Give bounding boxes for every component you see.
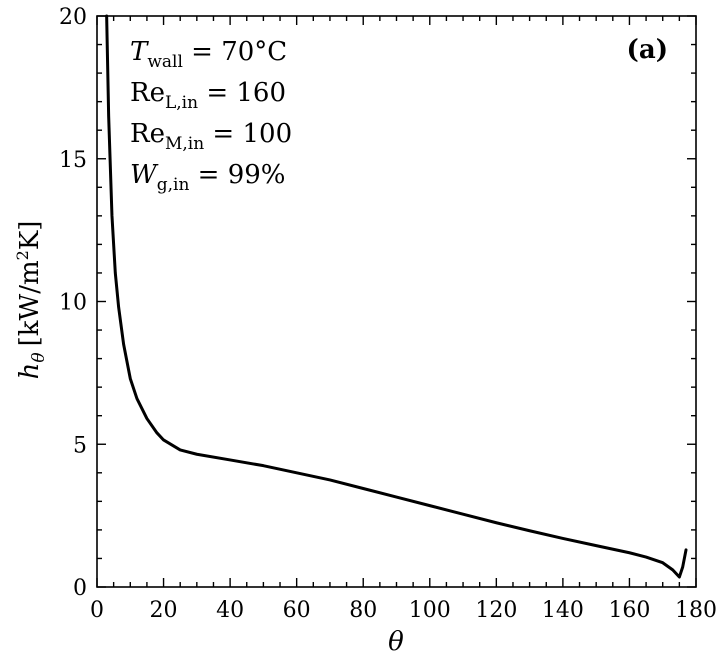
x-tick-label: 120 [475,598,517,623]
annotation-value: = 100 [204,119,292,149]
y-tick-label: 15 [59,148,87,173]
annotation-line: ReL,in = 160 [130,78,286,113]
y-axis-label: hθ [kW/m2K] [13,221,49,380]
annotation-value: = 70°C [183,37,287,67]
annotation-line: Twall = 70°C [130,37,287,72]
x-tick-label: 40 [216,598,244,623]
x-tick-label: 60 [283,598,311,623]
annotation-symbol: Re [130,119,165,149]
plot-frame [96,15,697,588]
series-layer [105,14,688,579]
annotation-subscript: wall [147,52,183,72]
y-tick-label: 10 [59,291,87,316]
y-tick-label: 0 [73,576,87,601]
y-tick-label: 20 [59,5,87,30]
x-tick-label: 80 [349,598,377,623]
y-axis-symbol: h [15,363,45,380]
annotation-value: = 160 [198,78,286,108]
panel-label: (a) [627,35,668,65]
x-tick-label: 100 [409,598,451,623]
x-tick-label: 160 [608,598,650,623]
y-axis-subscript: θ [29,352,49,362]
y-tick-label: 5 [73,433,87,458]
x-tick-label: 20 [150,598,178,623]
axis-tick-labels: 0 20 40 60 80 100 120 140 160 180 0 5 10 15 20 [59,5,717,623]
annotation-symbol: T [130,37,149,67]
x-tick-label: 180 [675,598,717,623]
annotation-value: = 99% [189,160,285,190]
annotation-subscript: g,in [157,175,190,195]
y-axis-unit-open: [kW/m [15,260,45,346]
annotation-subscript: M,in [165,134,204,154]
annotation-symbol: W [130,160,159,190]
x-tick-label: 140 [542,598,584,623]
y-axis-unit-close: K] [15,221,45,251]
annotation-symbol: Re [130,78,165,108]
annotation-subscript: L,in [165,93,198,113]
x-axis-label: θ [388,627,404,655]
annotation-line: Wg,in = 99% [130,160,286,195]
series-line [105,14,688,579]
x-tick-label: 0 [90,598,104,623]
y-axis-unit-sup: 2 [13,250,32,260]
annotation-line: ReM,in = 100 [130,119,292,154]
